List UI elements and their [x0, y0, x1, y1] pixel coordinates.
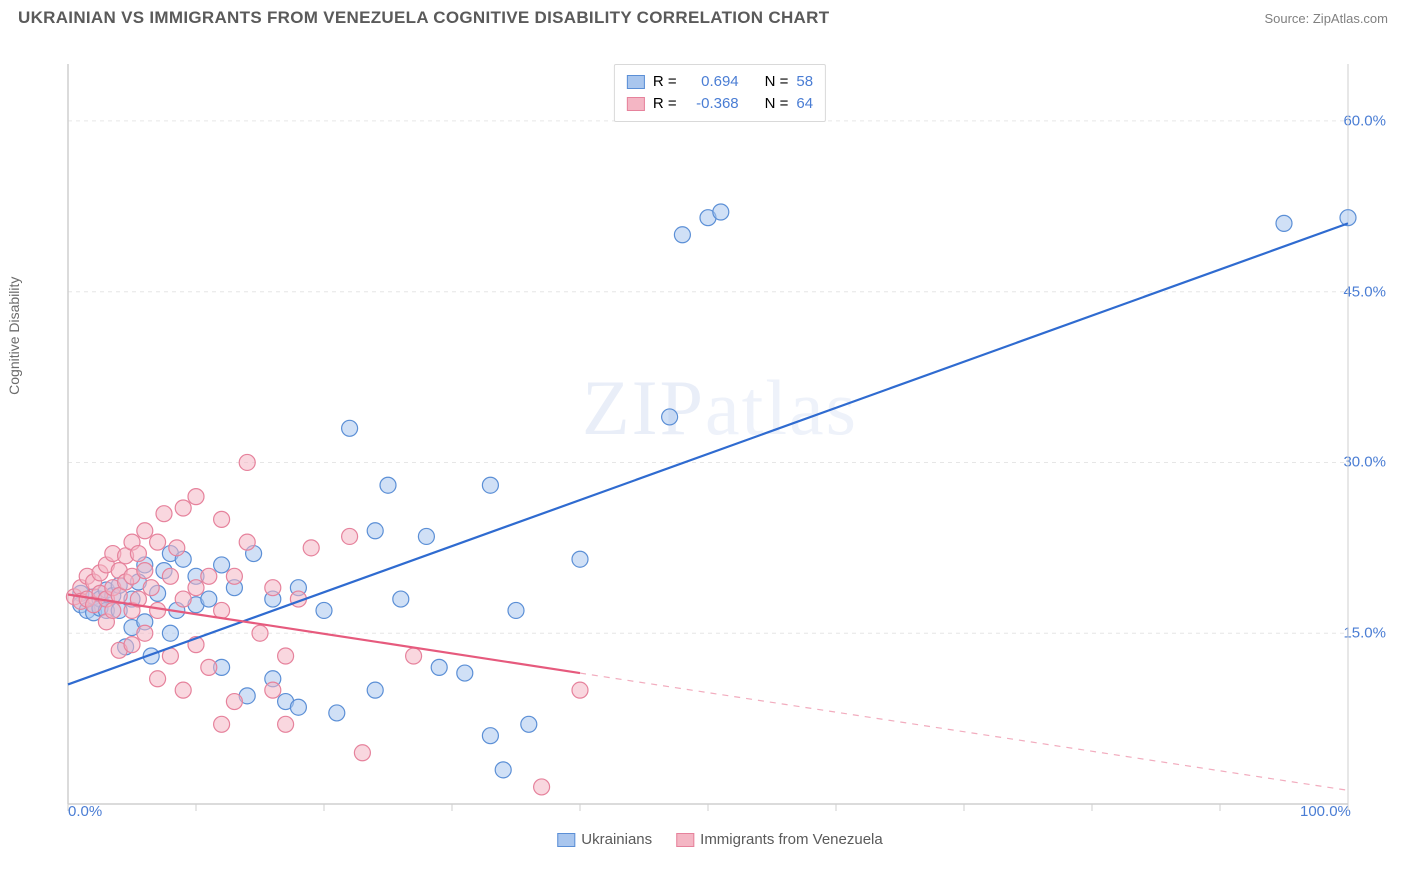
- n-label: N =: [765, 93, 789, 115]
- chart-area: ZIPatlas R = 0.694 N = 58 R = -0.368 N =…: [50, 60, 1390, 850]
- n-value-0: 58: [796, 71, 813, 93]
- r-value-1: -0.368: [685, 93, 739, 115]
- source-name: ZipAtlas.com: [1313, 11, 1388, 26]
- legend-row-series-0: R = 0.694 N = 58: [627, 71, 813, 93]
- r-label: R =: [653, 71, 677, 93]
- swatch-series-0: [627, 75, 645, 89]
- r-label: R =: [653, 93, 677, 115]
- swatch-series-1: [627, 97, 645, 111]
- y-axis-label: Cognitive Disability: [6, 277, 22, 395]
- correlation-legend: R = 0.694 N = 58 R = -0.368 N = 64: [614, 64, 826, 122]
- n-label: N =: [765, 71, 789, 93]
- scatter-plot-svg: [50, 60, 1390, 850]
- source-attribution: Source: ZipAtlas.com: [1264, 11, 1388, 26]
- n-value-1: 64: [796, 93, 813, 115]
- r-value-0: 0.694: [685, 71, 739, 93]
- chart-header: UKRAINIAN VS IMMIGRANTS FROM VENEZUELA C…: [0, 0, 1406, 32]
- source-prefix: Source:: [1264, 11, 1312, 26]
- chart-title: UKRAINIAN VS IMMIGRANTS FROM VENEZUELA C…: [18, 8, 829, 28]
- legend-row-series-1: R = -0.368 N = 64: [627, 93, 813, 115]
